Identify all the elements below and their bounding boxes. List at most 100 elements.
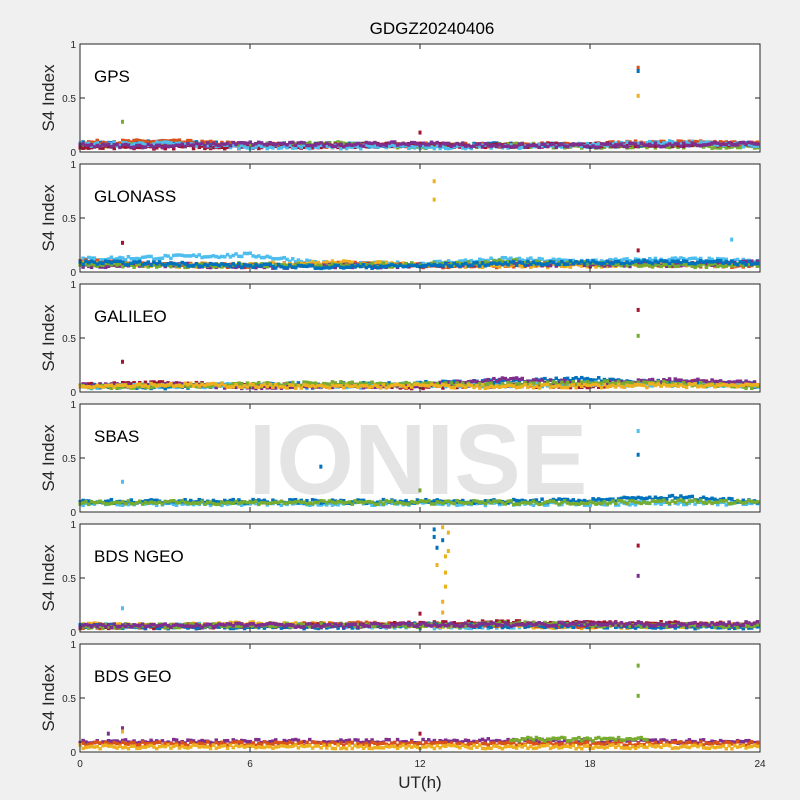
- data-point: [268, 145, 272, 149]
- data-point: [293, 497, 298, 502]
- data-point: [710, 257, 714, 262]
- data-point: [452, 379, 456, 383]
- data-point: [220, 254, 224, 259]
- data-point: [492, 143, 496, 148]
- data-point: [752, 261, 757, 266]
- data-point: [605, 261, 609, 265]
- data-point: [109, 497, 114, 502]
- data-point: [497, 145, 502, 149]
- data-point: [319, 145, 323, 150]
- data-point: [446, 503, 451, 507]
- data-point: [727, 380, 731, 384]
- data-point: [322, 502, 326, 506]
- data-point: [741, 381, 745, 386]
- data-point: [676, 259, 680, 263]
- data-point: [526, 257, 530, 261]
- data-point: [461, 141, 465, 145]
- data-point: [296, 499, 301, 504]
- data-point: [259, 501, 264, 505]
- data-point: [741, 383, 745, 388]
- data-point: [497, 377, 502, 382]
- data-point: [432, 383, 437, 388]
- data-point: [517, 382, 522, 386]
- data-point: [274, 382, 278, 387]
- data-point: [752, 144, 757, 148]
- data-point: [356, 382, 360, 387]
- data-point: [174, 381, 179, 385]
- data-point: [81, 265, 85, 269]
- data-point: [594, 260, 598, 265]
- data-point: [251, 265, 255, 270]
- data-point: [169, 499, 173, 503]
- data-point: [670, 143, 675, 148]
- data-point: [152, 263, 156, 267]
- data-point: [183, 265, 187, 270]
- data-point: [466, 264, 471, 268]
- data-point: [285, 145, 289, 150]
- data-point: [642, 143, 646, 148]
- data-point: [160, 383, 165, 387]
- data-point: [614, 259, 618, 264]
- data-point: [563, 377, 567, 381]
- data-point: [166, 254, 170, 258]
- data-point: [169, 139, 173, 143]
- data-point: [750, 259, 754, 263]
- data-point: [735, 145, 740, 150]
- data-point: [407, 385, 411, 390]
- data-point: [676, 142, 680, 146]
- data-point: [716, 261, 720, 265]
- data-point: [497, 261, 502, 265]
- data-point: [98, 261, 102, 265]
- data-point: [231, 265, 235, 269]
- data-point: [271, 501, 275, 505]
- data-point: [271, 142, 275, 146]
- data-point: [81, 501, 85, 505]
- data-point: [333, 144, 337, 149]
- data-point: [101, 258, 105, 262]
- data-point: [206, 255, 210, 259]
- data-point: [670, 383, 675, 388]
- data-point: [115, 502, 119, 507]
- data-point: [682, 380, 686, 385]
- data-point: [571, 258, 575, 263]
- data-point: [463, 141, 468, 146]
- data-point: [104, 141, 108, 145]
- data-point: [633, 259, 638, 263]
- data-point: [118, 143, 122, 148]
- data-point: [197, 497, 201, 502]
- data-point: [257, 381, 261, 385]
- data-point: [200, 382, 204, 387]
- data-point: [274, 143, 278, 147]
- data-point: [325, 265, 329, 270]
- data-point: [101, 142, 105, 146]
- data-point: [602, 385, 607, 389]
- data-point: [682, 384, 686, 389]
- data-point: [693, 261, 697, 266]
- data-point: [203, 502, 207, 506]
- data-point: [225, 141, 230, 146]
- data-point: [155, 257, 159, 261]
- data-point: [344, 265, 349, 269]
- data-point: [435, 381, 439, 386]
- data-point: [512, 259, 516, 264]
- data-point: [735, 262, 740, 267]
- data-point: [237, 501, 241, 506]
- data-point: [682, 144, 686, 149]
- data-point: [585, 141, 590, 146]
- data-point: [483, 260, 488, 264]
- data-point: [605, 497, 609, 502]
- data-point: [565, 385, 570, 390]
- data-point: [356, 263, 360, 268]
- data-point: [704, 383, 709, 387]
- data-point: [259, 386, 264, 391]
- data-point: [478, 261, 482, 265]
- data-point: [560, 502, 564, 507]
- data-point: [189, 381, 193, 386]
- data-point: [194, 384, 199, 389]
- data-point: [353, 384, 357, 388]
- data-point: [240, 262, 244, 267]
- panel-label: GALILEO: [94, 307, 167, 326]
- data-point: [645, 259, 649, 263]
- data-point: [741, 257, 745, 262]
- data-point: [546, 380, 550, 384]
